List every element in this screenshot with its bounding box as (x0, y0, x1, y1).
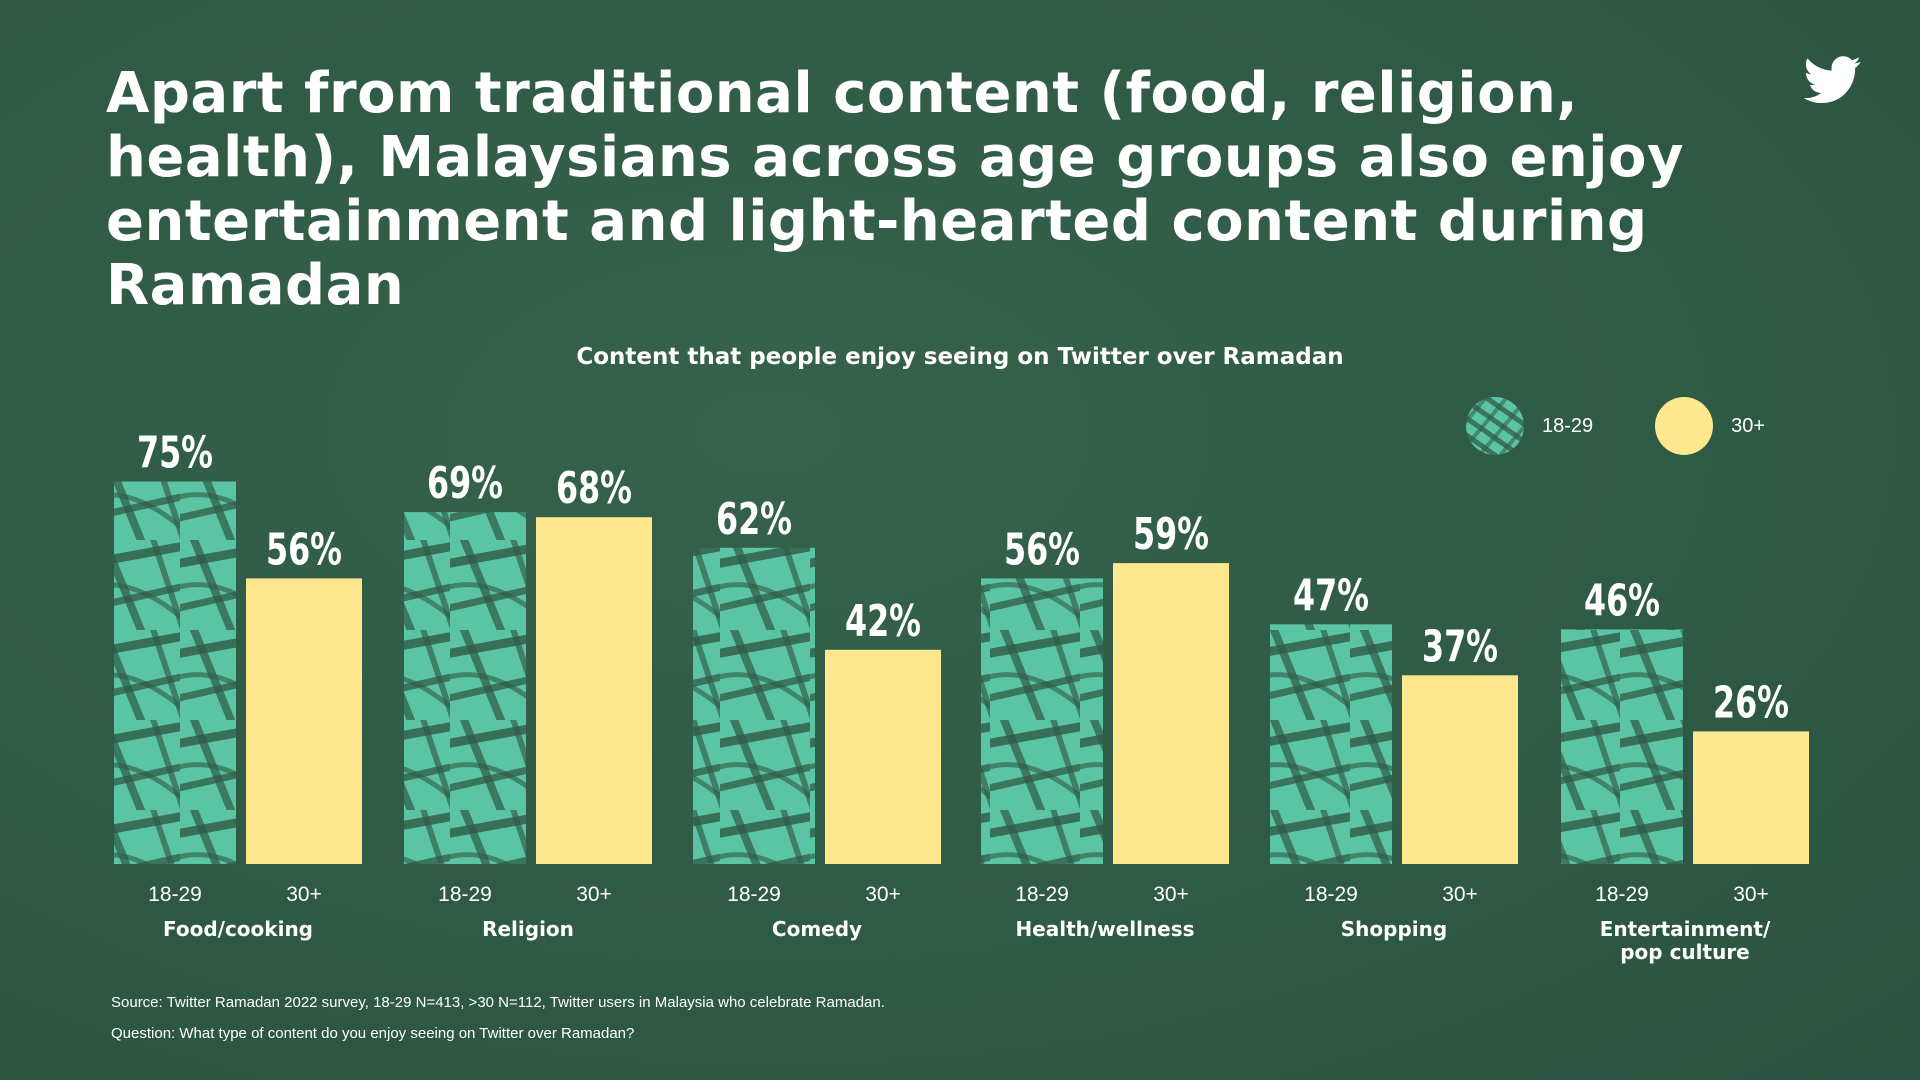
question-note: Question: What type of content do you en… (111, 1025, 635, 1042)
data-label-shopping-18-29: 47% (1293, 570, 1369, 621)
tick-label-food-cooking-30-plus: 30+ (286, 883, 322, 906)
bar-health-wellness-18-29 (981, 578, 1103, 864)
data-label-health-wellness-30-plus: 59% (1133, 509, 1209, 560)
legend-swatch-30-plus (1655, 397, 1714, 455)
bar-entertainment-pop-culture-30-plus (1693, 731, 1809, 864)
tick-label-comedy-30-plus: 30+ (865, 883, 901, 906)
data-label-comedy-18-29: 62% (716, 494, 792, 545)
chart-title: Content that people enjoy seeing on Twit… (576, 344, 1344, 370)
category-label-health-wellness: Health/wellness (1015, 917, 1194, 941)
bar-religion-30-plus (536, 517, 652, 864)
category-label-religion: Religion (482, 917, 574, 941)
data-label-entertainment-pop-culture-18-29: 46% (1584, 575, 1660, 626)
bar-food-cooking-18-29 (114, 481, 236, 864)
page-title: Apart from traditional content (food, re… (106, 61, 1684, 318)
tick-label-health-wellness-30-plus: 30+ (1153, 883, 1189, 906)
data-label-food-cooking-18-29: 75% (137, 428, 213, 479)
bar-shopping-30-plus (1402, 675, 1518, 864)
tick-label-entertainment-pop-culture-18-29: 18-29 (1595, 883, 1649, 906)
source-note: Source: Twitter Ramadan 2022 survey, 18-… (111, 994, 885, 1011)
twitter-bird-icon (1804, 56, 1861, 104)
legend-swatch-18-29 (1466, 397, 1524, 455)
bar-comedy-18-29 (693, 547, 815, 864)
bar-religion-18-29 (404, 512, 526, 864)
data-label-religion-18-29: 69% (427, 458, 503, 509)
bar-health-wellness-30-plus (1113, 563, 1229, 864)
tick-label-religion-30-plus: 30+ (576, 883, 612, 906)
data-label-health-wellness-18-29: 56% (1004, 524, 1080, 575)
tick-label-entertainment-pop-culture-30-plus: 30+ (1733, 883, 1769, 906)
data-label-food-cooking-30-plus: 56% (266, 524, 342, 575)
category-label-entertainment-pop-culture-line-1: Entertainment/ (1600, 917, 1771, 941)
bar-shopping-18-29 (1270, 624, 1392, 864)
category-label-entertainment-pop-culture-line-2: pop culture (1620, 940, 1750, 964)
legend: 18-29 30+ (1466, 396, 1827, 456)
legend-label-18-29: 18-29 (1542, 414, 1594, 437)
category-label-shopping: Shopping (1341, 917, 1447, 941)
data-label-entertainment-pop-culture-30-plus: 26% (1713, 677, 1789, 728)
data-label-religion-30-plus: 68% (556, 463, 632, 514)
tick-label-comedy-18-29: 18-29 (727, 883, 781, 906)
tick-label-shopping-18-29: 18-29 (1304, 883, 1358, 906)
data-label-comedy-30-plus: 42% (845, 596, 921, 647)
legend-label-30-plus: 30+ (1731, 414, 1766, 437)
bar-comedy-30-plus (825, 649, 941, 864)
tick-label-health-wellness-18-29: 18-29 (1015, 883, 1069, 906)
tick-label-food-cooking-18-29: 18-29 (148, 883, 202, 906)
data-label-shopping-30-plus: 37% (1422, 621, 1498, 672)
bar-entertainment-pop-culture-18-29 (1561, 629, 1683, 864)
tick-label-shopping-30-plus: 30+ (1442, 883, 1478, 906)
tick-label-religion-18-29: 18-29 (438, 883, 492, 906)
category-label-food-cooking: Food/cooking (163, 917, 313, 941)
category-label-comedy: Comedy (772, 917, 862, 941)
bar-food-cooking-30-plus (246, 578, 362, 864)
